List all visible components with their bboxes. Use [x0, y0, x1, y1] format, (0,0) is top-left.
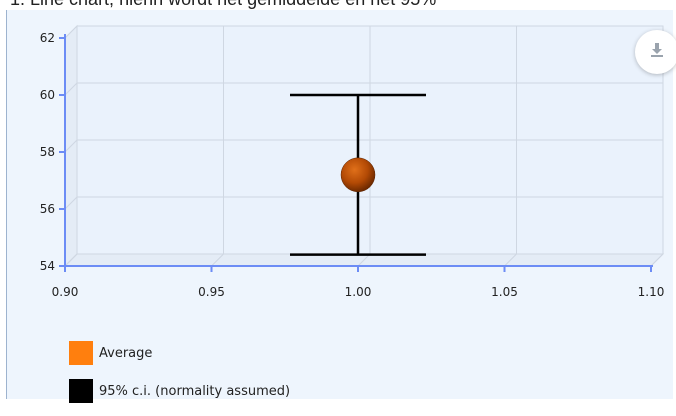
x-gridline [504, 26, 517, 267]
x-gridline [650, 26, 664, 267]
x-tick-label: 0.95 [198, 285, 225, 299]
y-tick-label: 54 [40, 259, 55, 273]
x-tick-label: 1.00 [345, 285, 372, 299]
legend: Average 95% c.i. (normality assumed) [69, 340, 290, 416]
legend-swatch-ci [69, 379, 93, 403]
y-tick-label: 62 [40, 31, 55, 45]
average-point [340, 157, 376, 193]
y-tick-label: 56 [40, 202, 55, 216]
legend-label-average: Average [99, 345, 153, 361]
x-gridline [64, 26, 78, 267]
legend-item-average[interactable]: Average [69, 340, 290, 366]
legend-label-ci: 95% c.i. (normality assumed) [99, 383, 291, 399]
y-tick-label: 58 [40, 145, 55, 159]
x-tick-label: 1.05 [491, 285, 518, 299]
y-tick-label: 60 [40, 88, 55, 102]
chart-svg: 54 56 58 60 62 0.90 0.95 1.00 1.05 1.10 [40, 24, 665, 299]
x-tick-label: 0.90 [52, 285, 79, 299]
page-caption: 1. Line chart, hierin wordt het gemiddel… [0, 0, 676, 9]
x-tick-label: 1.10 [638, 285, 665, 299]
download-button[interactable] [635, 30, 676, 74]
legend-item-ci[interactable]: 95% c.i. (normality assumed) [69, 378, 290, 404]
chart-panel: 54 56 58 60 62 0.90 0.95 1.00 1.05 1.10 Average 9… [6, 10, 676, 403]
download-icon [649, 42, 665, 62]
x-gridline [211, 26, 224, 267]
legend-swatch-average [69, 341, 93, 365]
